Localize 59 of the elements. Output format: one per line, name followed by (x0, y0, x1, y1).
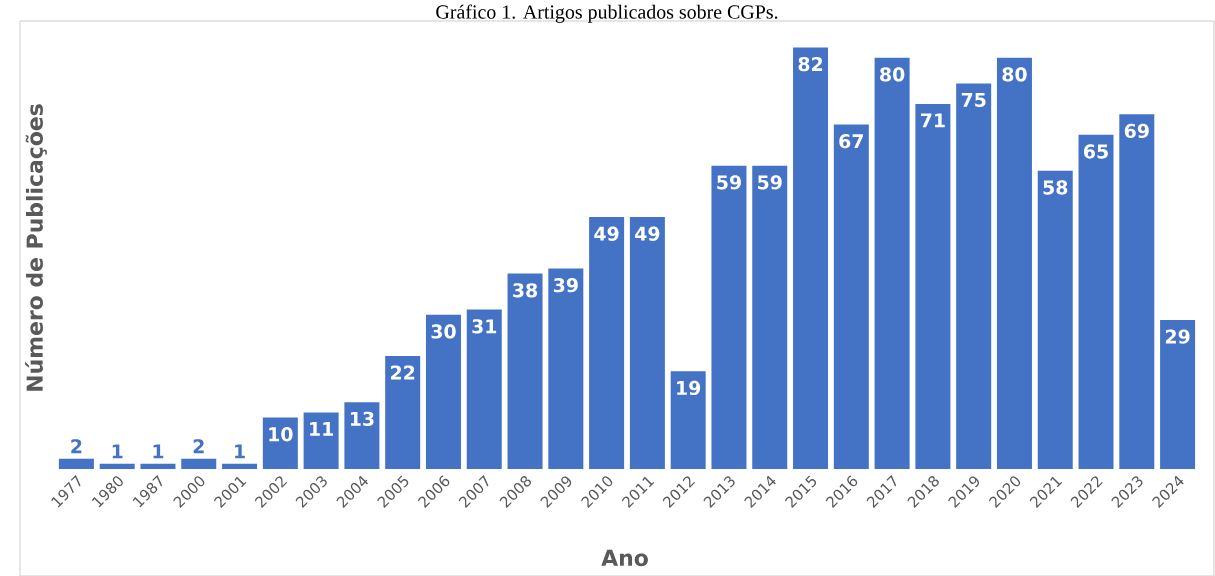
data-label: 80 (1002, 67, 1027, 82)
bar (956, 83, 992, 469)
data-label: 69 (1124, 123, 1149, 139)
data-label: 1 (112, 444, 123, 459)
x-axis-title: Ano (601, 549, 648, 567)
bar (1160, 319, 1196, 469)
bar (99, 463, 135, 469)
bar (793, 47, 829, 469)
bar (262, 417, 298, 469)
bar (589, 217, 625, 469)
data-label: 49 (594, 226, 619, 241)
bar (344, 402, 380, 469)
data-label: 39 (553, 278, 578, 293)
data-label: 2 (71, 439, 82, 454)
data-label: 13 (350, 411, 374, 426)
data-label: 71 (920, 113, 945, 128)
data-label: 19 (677, 380, 701, 396)
chart-title: Gráfico 1. Artigos publicados sobre CGPs. (436, 4, 778, 23)
bar (303, 412, 339, 469)
data-label: 67 (839, 134, 863, 149)
data-label: 10 (269, 427, 293, 442)
data-label: 31 (472, 319, 497, 334)
bar (833, 124, 869, 469)
data-label: 11 (310, 421, 333, 436)
data-label: 30 (431, 324, 456, 339)
bar (752, 165, 788, 469)
bar (385, 355, 421, 469)
data-label: 82 (798, 56, 823, 72)
data-label: 58 (1043, 180, 1068, 195)
bar (1119, 114, 1155, 469)
data-label: 80 (880, 67, 905, 82)
y-axis-title: Número de Publicações (25, 104, 47, 391)
bar (222, 463, 258, 469)
bar (915, 103, 951, 469)
data-label: 65 (1084, 144, 1108, 159)
bar (181, 458, 217, 469)
bar (996, 57, 1032, 469)
data-label: 22 (391, 365, 415, 380)
bar (507, 273, 543, 469)
bar (140, 463, 176, 469)
bar (629, 217, 665, 469)
bar (58, 458, 94, 469)
bar (670, 371, 706, 469)
data-label: 1 (153, 444, 164, 459)
bar (874, 57, 910, 469)
data-label: 59 (758, 175, 782, 190)
data-label: 2 (193, 439, 204, 454)
data-label: 49 (635, 226, 660, 241)
bar (1037, 170, 1073, 469)
data-label: 38 (513, 283, 538, 298)
bar (425, 314, 461, 469)
data-label: 1 (235, 444, 245, 459)
data-label: 75 (961, 92, 986, 107)
bar (711, 165, 747, 469)
data-label: 59 (717, 175, 741, 190)
bar (1078, 134, 1114, 469)
bar (548, 268, 584, 469)
data-label: 29 (1165, 329, 1190, 344)
bar (466, 309, 502, 469)
